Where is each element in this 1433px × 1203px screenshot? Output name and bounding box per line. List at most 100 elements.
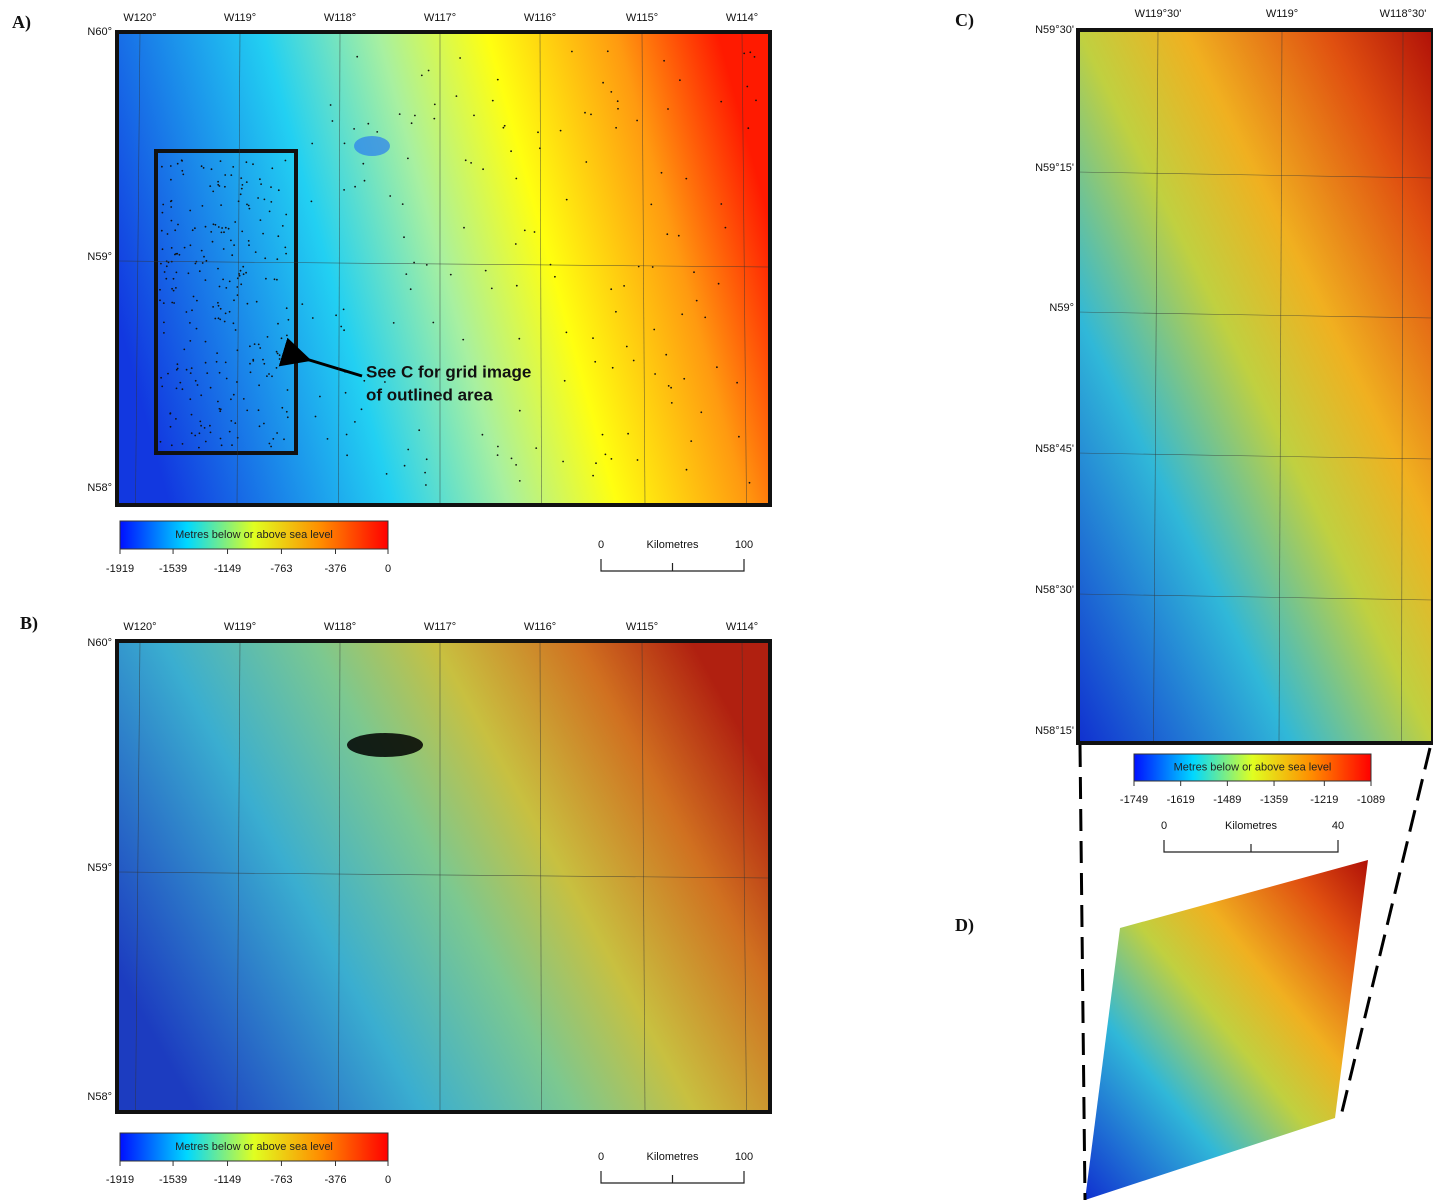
sample-point (615, 311, 617, 313)
sample-point (170, 165, 172, 167)
sample-point (403, 236, 405, 238)
sample-point (259, 178, 261, 180)
sample-point (225, 227, 227, 229)
lon-label: W118°30' (1380, 8, 1427, 20)
sample-point (249, 345, 251, 347)
sample-point (179, 254, 181, 256)
sample-point (311, 143, 313, 145)
sample-point (206, 260, 208, 262)
sample-point (254, 343, 256, 345)
sample-point (276, 279, 278, 281)
sample-point (225, 287, 227, 289)
sample-point (288, 319, 290, 321)
sample-point (190, 372, 192, 374)
lon-label: W120° (123, 12, 156, 24)
sample-point (410, 288, 412, 290)
sample-point (686, 469, 688, 471)
sample-point (617, 100, 619, 102)
sample-point (667, 108, 669, 110)
sample-point (239, 275, 241, 277)
sample-point (264, 199, 266, 201)
panel-label: D) (955, 915, 974, 936)
sample-point (241, 188, 243, 190)
sample-point (277, 235, 279, 237)
sample-point (264, 257, 266, 259)
sample-point (240, 270, 242, 272)
sample-point (450, 274, 452, 276)
sample-point (228, 228, 230, 230)
sample-point (716, 366, 718, 368)
lon-label: W116° (524, 12, 556, 24)
lon-label: W116° (524, 621, 556, 633)
sample-point (173, 302, 175, 304)
lat-label: N58°45' (1035, 443, 1074, 455)
sample-point (201, 250, 203, 252)
sample-point (725, 227, 727, 229)
scale-tick-label: 100 (735, 1151, 753, 1163)
sample-point (221, 232, 223, 234)
sample-point (344, 143, 346, 145)
sample-point (205, 279, 207, 281)
sample-point (230, 240, 232, 242)
sample-point (286, 335, 288, 337)
colorbar-tick-label: -1539 (159, 1174, 187, 1186)
sample-point (232, 166, 234, 168)
sample-point (219, 286, 221, 288)
sample-point (182, 443, 184, 445)
sample-point (260, 183, 262, 185)
sample-point (754, 56, 756, 58)
sample-point (199, 421, 201, 423)
sample-point (226, 378, 228, 380)
lat-label: N60° (87, 26, 112, 38)
sample-point (497, 454, 499, 456)
sample-point (193, 296, 195, 298)
sample-point (376, 131, 378, 133)
sample-point (327, 438, 329, 440)
sample-point (332, 120, 334, 122)
sample-point (182, 388, 184, 390)
projection-line (1080, 745, 1085, 1200)
sample-point (266, 375, 268, 377)
scale-tick-label: 100 (735, 539, 753, 551)
lat-label: N58°15' (1035, 725, 1074, 737)
sample-point (162, 204, 164, 206)
sample-point (611, 458, 613, 460)
sample-point (252, 163, 254, 165)
sample-point (312, 317, 314, 319)
sample-point (219, 410, 221, 412)
lat-label: N59°15' (1035, 162, 1074, 174)
sample-point (343, 309, 345, 311)
sample-point (198, 447, 200, 449)
sample-point (248, 205, 250, 207)
sample-point (263, 363, 265, 365)
sample-point (224, 321, 226, 323)
sample-point (663, 60, 665, 62)
sample-point (277, 353, 279, 355)
sample-point (262, 233, 264, 235)
sample-point (270, 186, 272, 188)
colorbar-tick-label: 0 (385, 1174, 391, 1186)
sample-point (482, 168, 484, 170)
sample-point (276, 351, 278, 353)
lon-label: W119° (224, 621, 256, 633)
sample-point (665, 354, 667, 356)
sample-point (225, 313, 227, 315)
map-c (1078, 30, 1433, 743)
colorbar-title: Metres below or above sea level (175, 1141, 333, 1153)
sample-point (220, 408, 222, 410)
sample-point (234, 221, 236, 223)
sample-point (202, 262, 204, 264)
sample-point (653, 329, 655, 331)
sample-point (186, 311, 188, 313)
sample-point (413, 262, 415, 264)
sample-point (169, 413, 171, 415)
sample-point (196, 328, 198, 330)
sample-point (749, 51, 751, 53)
lon-label: W117° (424, 12, 456, 24)
sample-point (161, 230, 163, 232)
sample-point (210, 387, 212, 389)
sample-point (497, 446, 499, 448)
colorbar-tick-label: -1919 (106, 1174, 134, 1186)
sample-point (257, 197, 259, 199)
sample-point (160, 263, 162, 265)
